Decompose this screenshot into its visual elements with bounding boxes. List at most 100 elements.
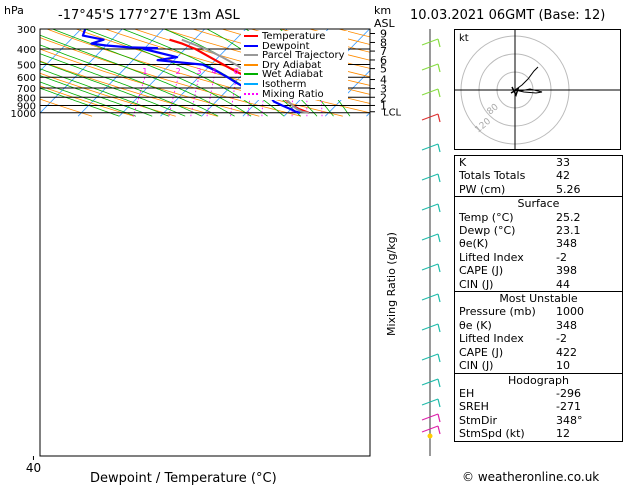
index-label: SREH (459, 400, 489, 414)
asl-unit-label: ASL (374, 17, 395, 30)
index-row: Totals Totals 42 (455, 169, 622, 182)
height-tick-label: 5 (380, 63, 387, 76)
index-value: -271 (556, 400, 581, 414)
index-label: Lifted Index (459, 250, 524, 264)
mixing-ratio-label: 1 (142, 67, 147, 76)
wind-barb (421, 293, 439, 301)
index-row: K 33 (455, 156, 622, 169)
isotherm-line (40, 29, 82, 72)
profile-dewpoint (81, 29, 301, 114)
index-value: 12 (556, 427, 570, 441)
wind-barb (437, 63, 441, 73)
legend-swatch (244, 63, 258, 66)
mixing-ratio-label: 3 (196, 67, 201, 76)
surface-wind-marker (427, 433, 433, 439)
index-row: Lifted Index -2 (455, 332, 622, 345)
wind-barb (421, 323, 439, 331)
legend-label: Dewpoint (262, 40, 310, 52)
wind-barb (437, 323, 441, 333)
pressure-tick-label: 800 (17, 93, 36, 104)
wet-adiabat-line (52, 29, 252, 117)
datetime-title: 10.03.2021 06GMT (Base: 12) (410, 8, 606, 23)
legend-swatch (244, 35, 258, 37)
index-row: CIN (J) 10 (455, 359, 622, 373)
most-unstable-section-title: Most Unstable (455, 291, 622, 306)
index-row: StmDir 348° (455, 414, 622, 427)
wind-barb (421, 88, 439, 96)
wind-barb (437, 293, 441, 303)
pressure-tick-label: 600 (17, 73, 36, 84)
index-label: CIN (J) (459, 277, 494, 291)
wet-adiabat-line (40, 87, 120, 117)
isotherm-line (160, 29, 247, 117)
index-value: -296 (556, 386, 581, 400)
index-value: 422 (556, 345, 577, 359)
wet-adiabat-line (85, 29, 268, 117)
height-tick-label: 9 (380, 27, 387, 40)
hodograph-unit-label: kt (459, 33, 469, 44)
dry-adiabat-line (40, 98, 93, 117)
legend-swatch (244, 54, 258, 57)
legend-label: Parcel Trajectory (262, 50, 345, 62)
index-value: 10 (556, 359, 570, 373)
pressure-tick-label: 900 (17, 101, 36, 112)
index-row: Pressure (mb) 1000 (455, 305, 622, 318)
pressure-tick-label: 500 (17, 61, 36, 72)
index-row: StmSpd (kt) 12 (455, 427, 622, 440)
index-value: 348 (556, 237, 577, 251)
wet-adiabat-line (40, 68, 169, 117)
mixing-ratio-line (168, 77, 179, 117)
pressure-tick-label: 400 (17, 45, 36, 56)
index-label: K (459, 156, 467, 169)
index-row: θe(K) 348 (455, 237, 622, 250)
legend-item: Wet Adiabat (244, 70, 345, 80)
index-value: 44 (556, 277, 570, 291)
dry-adiabat-line (40, 85, 135, 117)
legend-label: Isotherm (262, 78, 307, 90)
wind-barb (421, 413, 439, 421)
height-tick-label: 7 (380, 45, 387, 58)
wind-barb (421, 263, 439, 271)
mixing-ratio-axis-label: Mixing Ratio (g/kg) (385, 232, 398, 336)
index-value: 42 (556, 169, 570, 183)
index-row: Lifted Index -2 (455, 251, 622, 264)
wet-adiabat-line (40, 44, 219, 117)
isotherm-line (40, 29, 123, 114)
legend-swatch (244, 82, 258, 85)
legend-item: Dry Adiabat (244, 59, 345, 71)
index-value: 23.1 (556, 224, 581, 238)
indices-panel: K 33 Totals Totals 42 PW (cm) 5.26 Surface Te… (454, 155, 623, 442)
legend-label: Temperature (262, 31, 326, 42)
index-label: CAPE (J) (459, 345, 504, 359)
height-tick-label: 1 (380, 99, 387, 112)
wind-barb (421, 143, 439, 151)
wind-barb (421, 398, 439, 406)
pressure-tick-label: 700 (17, 84, 36, 95)
index-label: PW (cm) (459, 182, 506, 196)
index-label: θe(K) (459, 237, 489, 251)
wind-barb (437, 113, 441, 123)
index-label: StmSpd (kt) (459, 427, 525, 441)
wind-barb (421, 233, 439, 241)
legend-label: Dry Adiabat (262, 59, 322, 71)
wind-barb (437, 233, 441, 243)
index-label: EH (459, 386, 475, 400)
height-tick-label: 2 (380, 91, 387, 104)
index-label: Pressure (mb) (459, 305, 536, 319)
wind-barb (421, 425, 439, 433)
index-label: CIN (J) (459, 359, 494, 373)
x-tick-label: 40 (26, 461, 41, 475)
mixing-ratio-label: 4 (211, 67, 216, 76)
index-row: CIN (J) 44 (455, 278, 622, 292)
hodograph-section-title: Hodograph (455, 372, 622, 387)
index-value: 348° (556, 413, 583, 427)
dry-adiabat-line (40, 72, 176, 117)
mixing-ratio-label: 2 (176, 67, 181, 76)
index-row: SREH -271 (455, 400, 622, 413)
index-label: Dewp (°C) (459, 224, 516, 238)
wind-barb (437, 378, 441, 388)
index-row: CAPE (J) 422 (455, 346, 622, 359)
location-title: -17°45'S 177°27'E 13m ASL (58, 8, 240, 23)
index-label: CAPE (J) (459, 264, 504, 278)
index-value: -2 (556, 332, 567, 346)
